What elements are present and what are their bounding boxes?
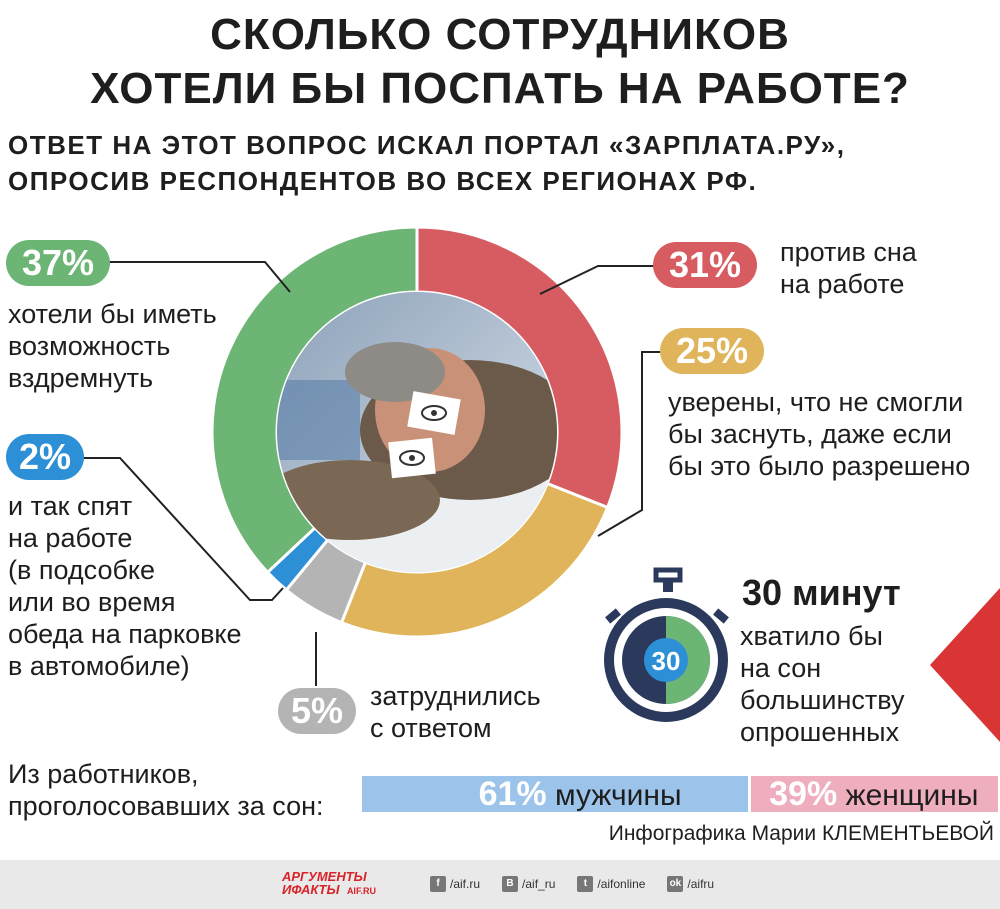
gray-caption-line: с ответом — [370, 713, 492, 743]
green-caption-line: возможность — [8, 331, 171, 361]
logo-text-line1: АРГУМЕНТЫ — [282, 869, 367, 884]
gender-label: Из работников, проголосовавших за сон: — [8, 758, 324, 822]
social-link-text: /aifru — [687, 877, 715, 891]
green-caption-line: хотели бы иметь — [8, 299, 217, 329]
leader-line-green — [92, 261, 291, 293]
blue-caption: и так спят на работе (в подсобке или во … — [8, 490, 242, 682]
yellow-caption-line: бы заснуть, даже если — [668, 419, 952, 449]
gray-caption: затруднились с ответом — [370, 680, 541, 744]
yellow-caption-line: уверены, что не смогли — [668, 387, 964, 417]
infographic-credit: Инфографика Марии КЛЕМЕНТЬЕВОЙ — [608, 822, 994, 845]
twitter-icon: t — [577, 876, 594, 892]
red-caption: против сна на работе — [780, 236, 917, 300]
social-link-facebook[interactable]: f /aif.ru — [430, 876, 480, 892]
timer-caption-line: опрошенных — [740, 717, 900, 747]
female-percent: 39% — [769, 775, 838, 813]
odnoklassniki-icon: ok — [667, 876, 684, 892]
social-links: f /aif.ru B /aif_ru t /aifonline ok /aif… — [430, 876, 714, 892]
vk-icon: B — [502, 876, 519, 892]
yellow-caption: уверены, что не смогли бы заснуть, даже … — [668, 386, 970, 482]
blue-caption-line: (в подсобке — [8, 555, 156, 585]
blue-percent-badge: 2% — [6, 434, 84, 480]
female-label: женщины — [845, 779, 979, 812]
gray-caption-line: затруднились — [370, 681, 541, 711]
female-bar-segment: 39% женщины — [751, 776, 998, 812]
yellow-caption-line: бы это было разрешено — [668, 451, 971, 481]
gender-label-line: Из работников, — [8, 759, 199, 789]
timer-headline: 30 минут — [742, 572, 901, 613]
leader-line-red — [539, 265, 655, 295]
subtitle-line2: ОПРОСИВ РЕСПОНДЕНТОВ ВО ВСЕХ РЕГИОНАХ РФ… — [8, 166, 758, 196]
page-title-line1: СКОЛЬКО СОТРУДНИКОВ — [210, 10, 790, 59]
logo-text-line2: ИФАКТЫ — [282, 882, 340, 897]
subtitle-line1: ОТВЕТ НА ЭТОТ ВОПРОС ИСКАЛ ПОРТАЛ «ЗАРПЛ… — [8, 130, 846, 160]
yellow-percent-badge: 25% — [660, 328, 764, 374]
stopwatch-value: 30 — [652, 646, 681, 676]
blue-caption-line: обеда на парковке — [8, 619, 242, 649]
male-label: мужчины — [554, 779, 682, 812]
timer-caption-line: на сон — [740, 653, 822, 683]
blue-caption-line: или во время — [8, 587, 176, 617]
social-link-text: /aif_ru — [522, 877, 556, 891]
logo-site: AIF.RU — [346, 886, 376, 896]
red-triangle-decoration — [930, 588, 1000, 742]
stopwatch-icon: 30 — [604, 567, 729, 722]
facebook-icon: f — [430, 876, 446, 892]
leader-line-yellow — [597, 351, 665, 537]
gray-percent-badge: 5% — [278, 688, 356, 734]
blue-caption-line: на работе — [8, 523, 133, 553]
social-link-text: /aifonline — [597, 877, 646, 891]
social-link-twitter[interactable]: t /aifonline — [577, 876, 645, 892]
green-caption-line: вздремнуть — [8, 363, 154, 393]
red-caption-line: против сна — [780, 237, 917, 267]
aif-logo[interactable]: АРГУМЕНТЫ ИФАКТЫ AIF.RU — [282, 870, 376, 898]
red-caption-line: на работе — [780, 269, 905, 299]
leader-line-blue — [70, 457, 284, 601]
blue-caption-line: и так спят — [8, 491, 133, 521]
gender-split-bar: 61% мужчины 39% женщины — [362, 776, 998, 812]
gender-label-line: проголосовавших за сон: — [8, 791, 324, 821]
green-caption: хотели бы иметь возможность вздремнуть — [8, 298, 217, 394]
green-percent-badge: 37% — [6, 240, 110, 286]
footer-bar: АРГУМЕНТЫ ИФАКТЫ AIF.RU f /aif.ru B /aif… — [0, 860, 1000, 909]
social-link-vk[interactable]: B /aif_ru — [502, 876, 555, 892]
red-percent-badge: 31% — [653, 242, 757, 288]
timer-caption-line: большинству — [740, 685, 905, 715]
timer-caption-line: хватило бы — [740, 621, 883, 651]
male-bar-segment: 61% мужчины — [362, 775, 749, 813]
social-link-odnoklassniki[interactable]: ok /aifru — [667, 876, 714, 892]
blue-caption-line: в автомобиле) — [8, 651, 190, 681]
page-title-line2: ХОТЕЛИ БЫ ПОСПАТЬ НА РАБОТЕ? — [90, 64, 910, 113]
timer-caption: хватило бы на сон большинству опрошенных — [740, 620, 904, 748]
social-link-text: /aif.ru — [450, 877, 481, 891]
male-percent: 61% — [478, 775, 547, 813]
